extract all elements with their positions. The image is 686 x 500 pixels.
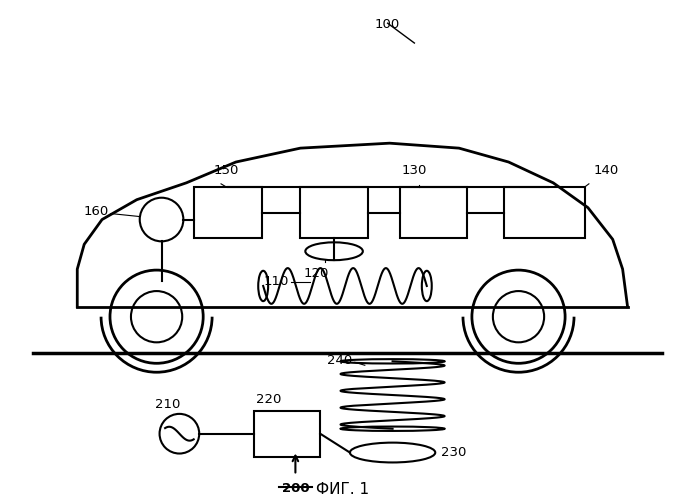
Text: 240: 240	[327, 354, 352, 367]
Text: 110: 110	[263, 276, 289, 288]
Text: 150: 150	[213, 164, 239, 177]
Text: 230: 230	[441, 446, 466, 459]
Text: 100: 100	[375, 18, 400, 31]
Text: 220: 220	[256, 393, 281, 406]
Text: 210: 210	[154, 398, 180, 411]
Text: 120: 120	[303, 267, 329, 280]
Text: 130: 130	[401, 164, 427, 177]
Text: 200: 200	[281, 482, 309, 496]
Text: 140: 140	[594, 164, 619, 177]
Text: 160: 160	[84, 205, 109, 218]
Text: ФИГ. 1: ФИГ. 1	[316, 482, 370, 497]
